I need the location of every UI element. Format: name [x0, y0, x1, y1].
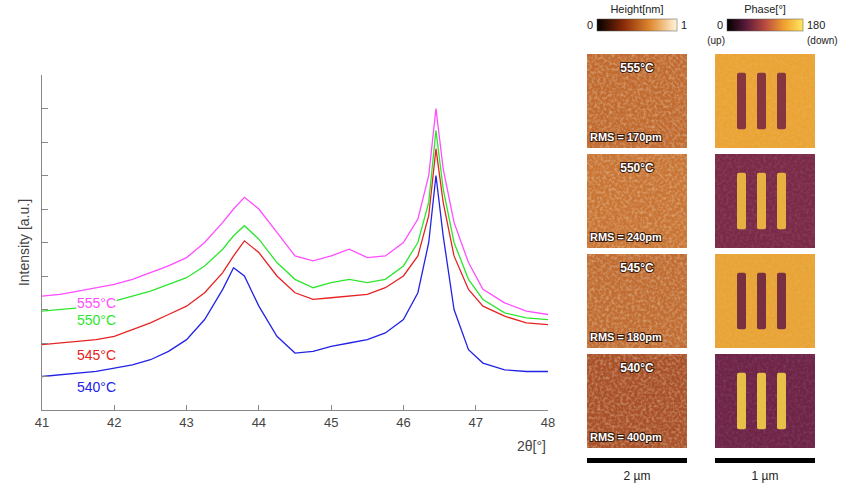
svg-text:1: 1	[681, 19, 687, 31]
svg-text:2θ[°]: 2θ[°]	[517, 438, 546, 454]
svg-text:48: 48	[541, 415, 555, 430]
svg-text:Phase[°]: Phase[°]	[744, 3, 786, 15]
svg-text:Height[nm]: Height[nm]	[610, 3, 663, 15]
svg-text:540°C: 540°C	[77, 379, 116, 395]
svg-text:(up): (up)	[707, 35, 725, 46]
svg-text:180: 180	[807, 19, 825, 31]
svg-text:540°C: 540°C	[620, 361, 654, 375]
svg-text:42: 42	[107, 415, 121, 430]
svg-text:46: 46	[396, 415, 410, 430]
svg-text:47: 47	[468, 415, 482, 430]
svg-text:45: 45	[324, 415, 338, 430]
svg-text:43: 43	[179, 415, 193, 430]
svg-text:44: 44	[252, 415, 266, 430]
svg-text:(down): (down)	[807, 35, 838, 46]
svg-text:RMS = 240pm: RMS = 240pm	[590, 231, 662, 243]
svg-text:RMS = 170pm: RMS = 170pm	[590, 131, 662, 143]
svg-text:555°C: 555°C	[77, 295, 116, 311]
svg-text:2 µm: 2 µm	[624, 469, 651, 483]
svg-text:RMS = 400pm: RMS = 400pm	[590, 431, 662, 443]
svg-text:0: 0	[587, 19, 593, 31]
svg-text:545°C: 545°C	[77, 347, 116, 363]
svg-text:550°C: 550°C	[77, 312, 116, 328]
svg-text:545°C: 545°C	[620, 261, 654, 275]
svg-text:555°C: 555°C	[620, 61, 654, 75]
svg-text:0: 0	[717, 19, 723, 31]
svg-text:RMS = 180pm: RMS = 180pm	[590, 331, 662, 343]
svg-text:41: 41	[35, 415, 49, 430]
svg-text:Intensity [a.u.]: Intensity [a.u.]	[16, 199, 32, 286]
svg-text:1 µm: 1 µm	[752, 469, 779, 483]
svg-text:550°C: 550°C	[620, 161, 654, 175]
